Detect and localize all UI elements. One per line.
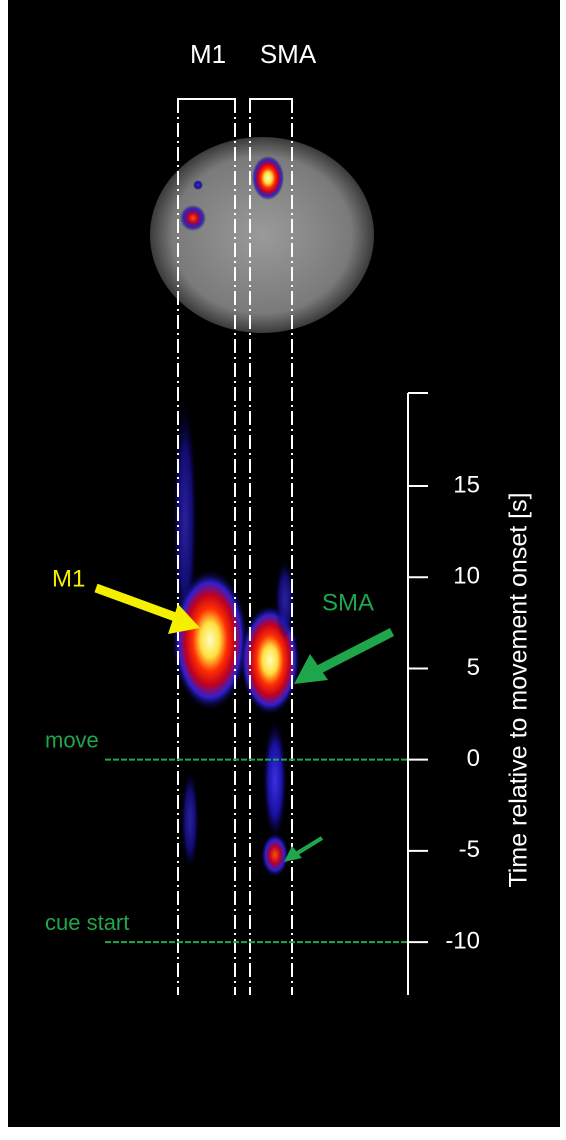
y-axis-label: Time relative to movement onset [s] [505,492,533,887]
region-label: SMA [260,39,317,69]
page: M1 SMA M1 SMA Time relative to movement … [0,0,566,1140]
brain-slice [150,137,374,333]
callout-label: M1 [52,565,85,592]
event-label: move [45,727,99,752]
y-tick-label: 15 [453,471,480,498]
callout-label: SMA [322,589,374,616]
y-tick-label: 10 [453,563,480,590]
y-tick-label: 5 [467,654,480,681]
figure: M1 SMA M1 SMA Time relative to movement … [0,0,566,1140]
y-tick-label: -5 [459,836,480,863]
y-tick-label: -10 [445,927,480,954]
region-label: M1 [190,39,226,69]
y-tick-label: 0 [467,745,480,772]
event-label: cue start [45,910,129,935]
